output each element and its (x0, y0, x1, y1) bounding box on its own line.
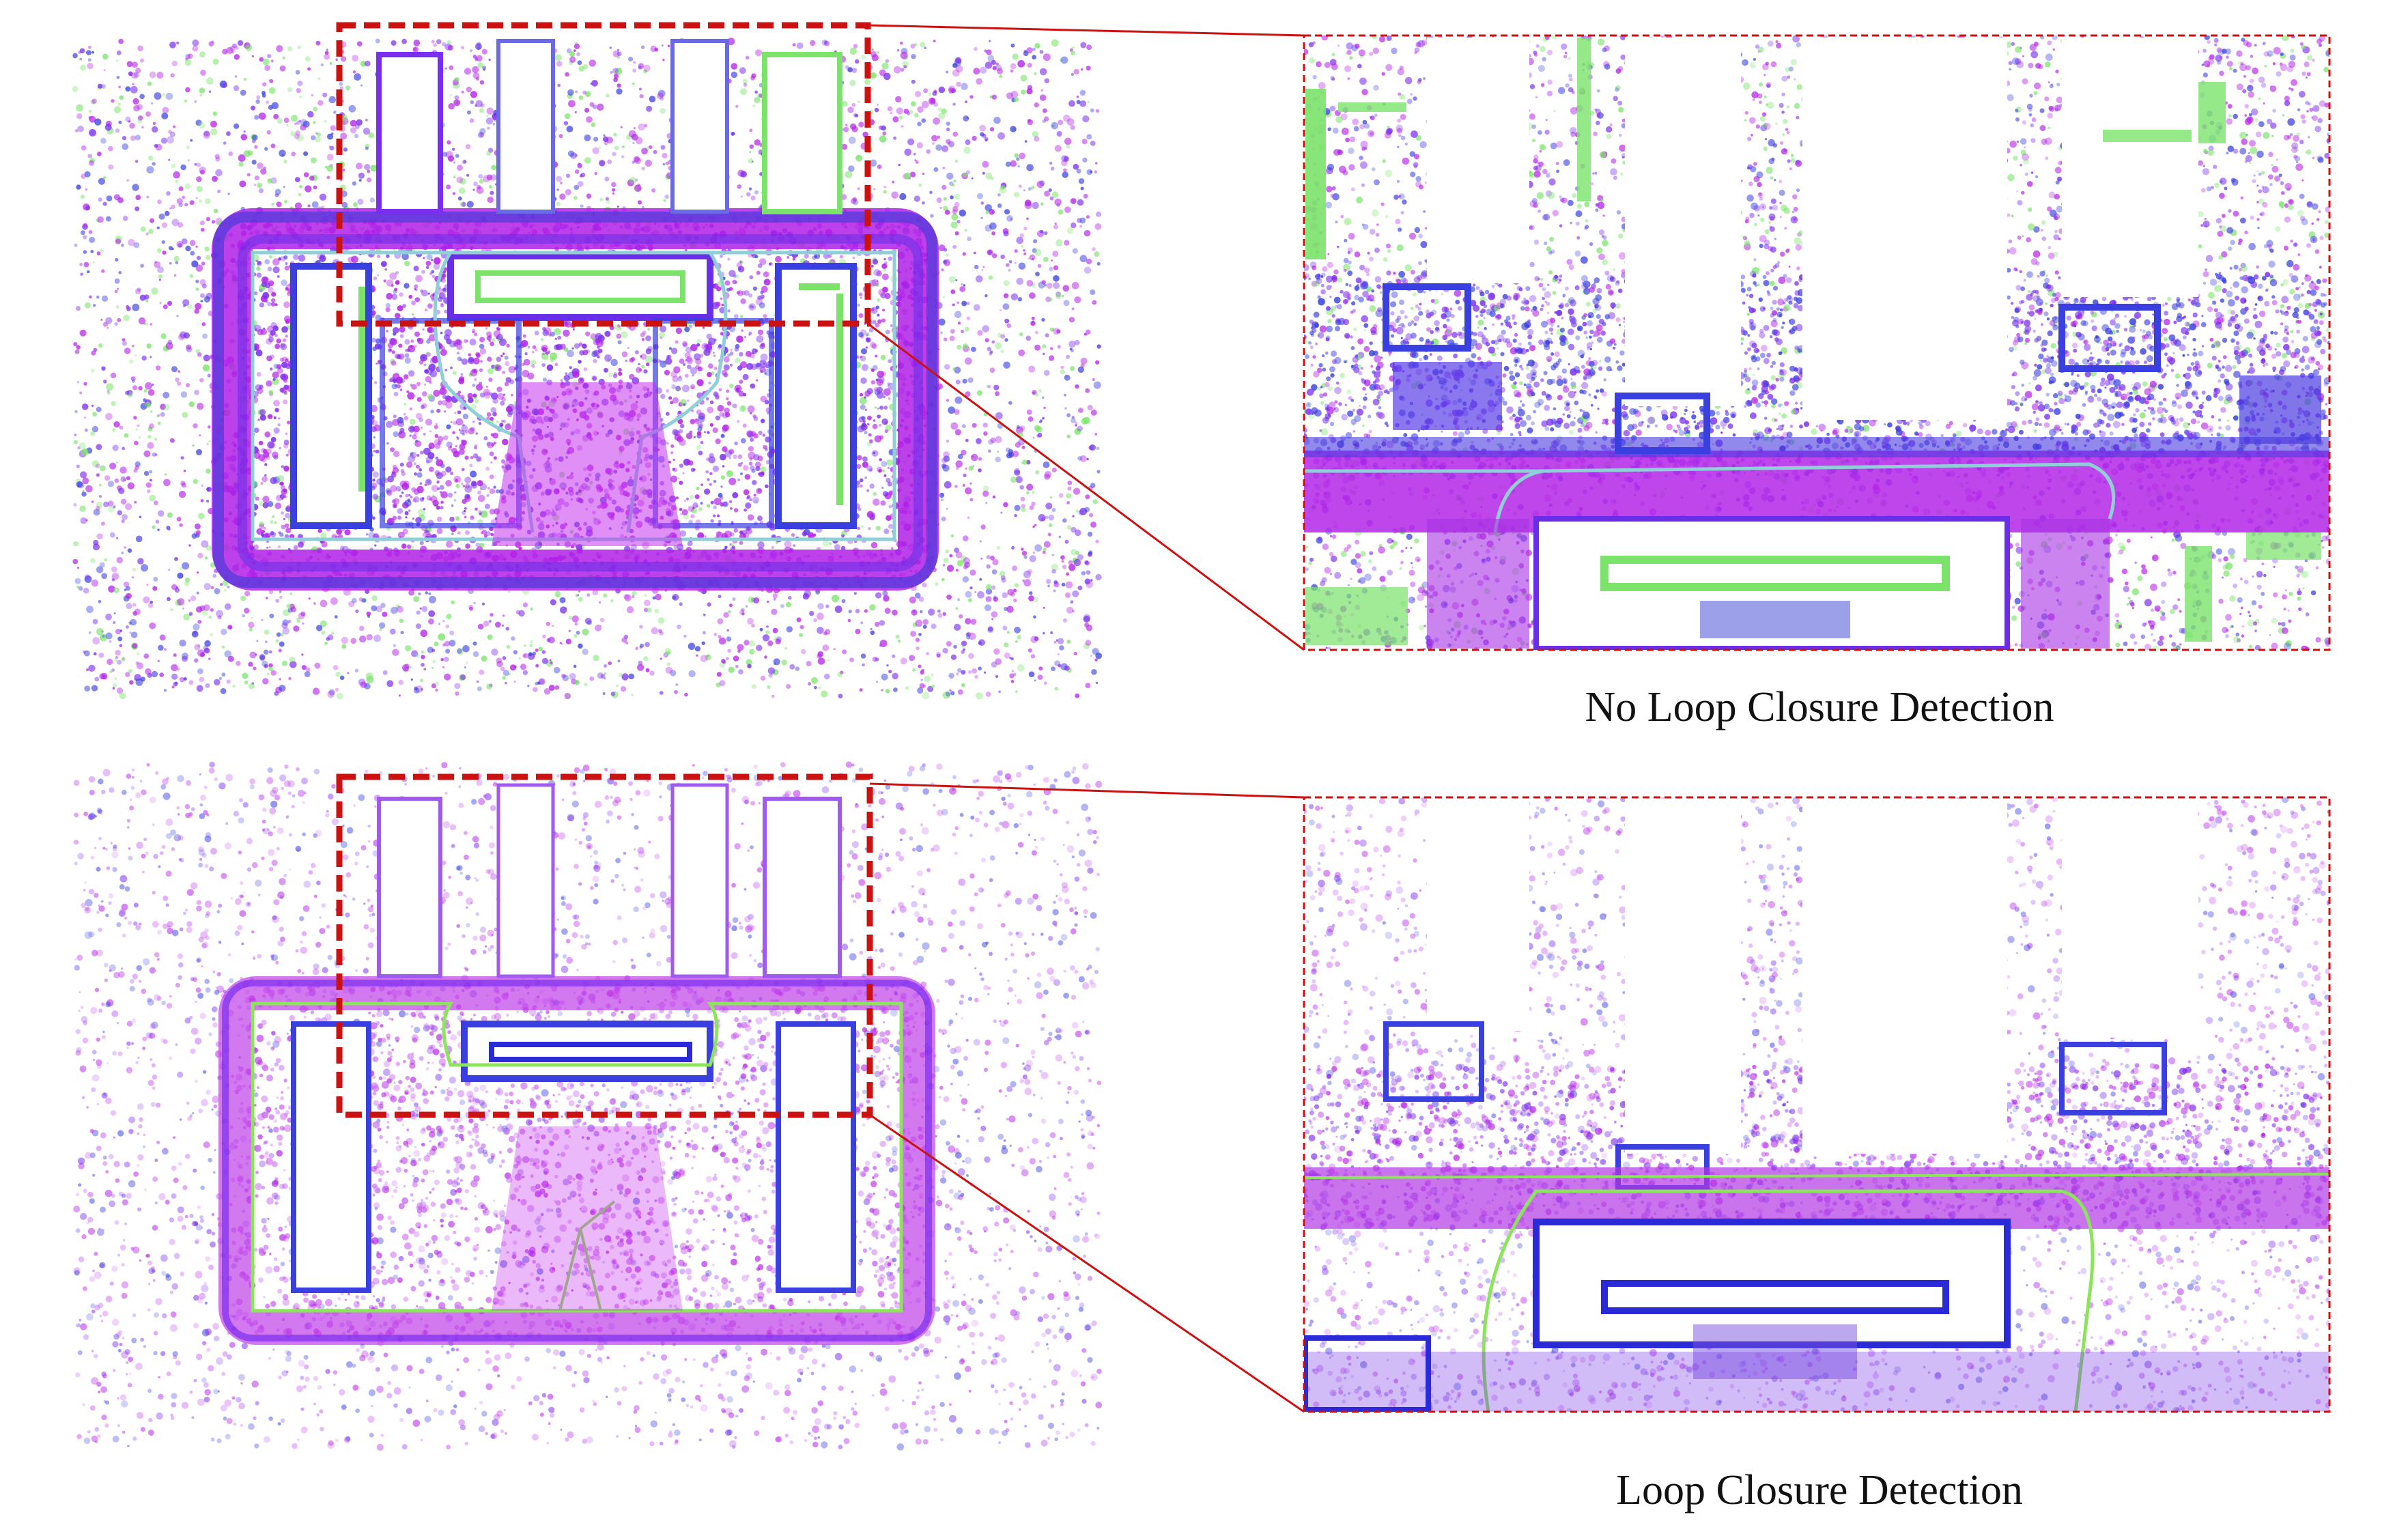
zoom-map-structure (1304, 799, 2329, 1412)
connector-top-upper (867, 24, 1305, 37)
overview-map-no-loop-closure (72, 38, 1103, 700)
connector-bottom-upper (869, 782, 1305, 799)
connector-top-lower (867, 322, 1305, 651)
caption-no-loop-closure: No Loop Closure Detection (1304, 686, 2335, 728)
zoom-panel-loop-closure (1304, 797, 2329, 1412)
map-structure (212, 39, 939, 591)
zoom-panel-no-loop-closure (1304, 35, 2329, 650)
zoom-map-structure (1304, 38, 2329, 650)
zoom-frame-top (1303, 34, 2331, 651)
caption-loop-closure: Loop Closure Detection (1304, 1469, 2335, 1511)
highlight-box-bottom (336, 773, 873, 1118)
connector-bottom-lower (869, 1113, 1305, 1413)
overview-map-loop-closure (73, 761, 1103, 1451)
highlight-box-top (336, 22, 871, 327)
highlight-annotations (336, 22, 2331, 1413)
zoom-frame-bottom (1303, 796, 2331, 1413)
map-structure (218, 783, 935, 1345)
